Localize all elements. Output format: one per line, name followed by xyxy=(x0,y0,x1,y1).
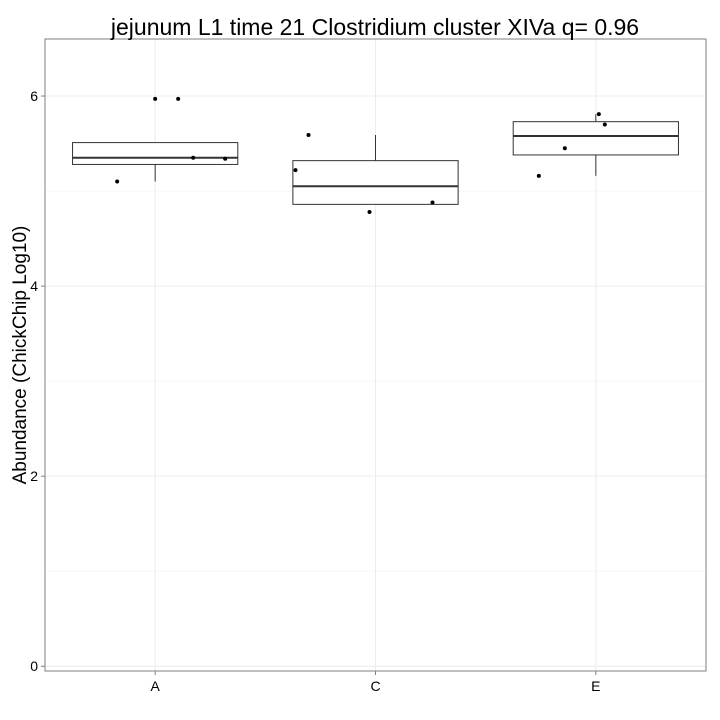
data-point xyxy=(602,122,607,127)
chart-title: jejunum L1 time 21 Clostridium cluster X… xyxy=(110,14,639,40)
box-iqr xyxy=(512,121,679,156)
box-iqr xyxy=(72,142,239,165)
x-tick-label: C xyxy=(370,678,380,694)
box-iqr xyxy=(292,160,459,205)
data-point xyxy=(115,179,120,184)
data-point xyxy=(367,209,372,214)
point-layer xyxy=(115,96,607,214)
data-point xyxy=(596,112,601,117)
data-point xyxy=(191,155,196,160)
y-axis-label: Abundance (ChickChip Log10) xyxy=(10,226,31,485)
data-point xyxy=(176,96,181,101)
axis-layer: 0 2 4 6 A C E xyxy=(30,88,600,694)
data-point xyxy=(536,173,541,178)
y-tick-label: 0 xyxy=(30,658,38,674)
data-point xyxy=(562,146,567,151)
x-tick-label: A xyxy=(150,678,160,694)
data-point xyxy=(153,96,158,101)
box-layer xyxy=(72,114,679,205)
y-tick-label: 6 xyxy=(30,88,38,104)
x-tick-label: E xyxy=(591,678,600,694)
data-point xyxy=(306,132,311,137)
data-point xyxy=(223,156,228,161)
data-point xyxy=(293,168,298,173)
y-tick-label: 4 xyxy=(30,278,38,294)
y-tick-label: 2 xyxy=(30,468,38,484)
data-point xyxy=(430,200,435,205)
